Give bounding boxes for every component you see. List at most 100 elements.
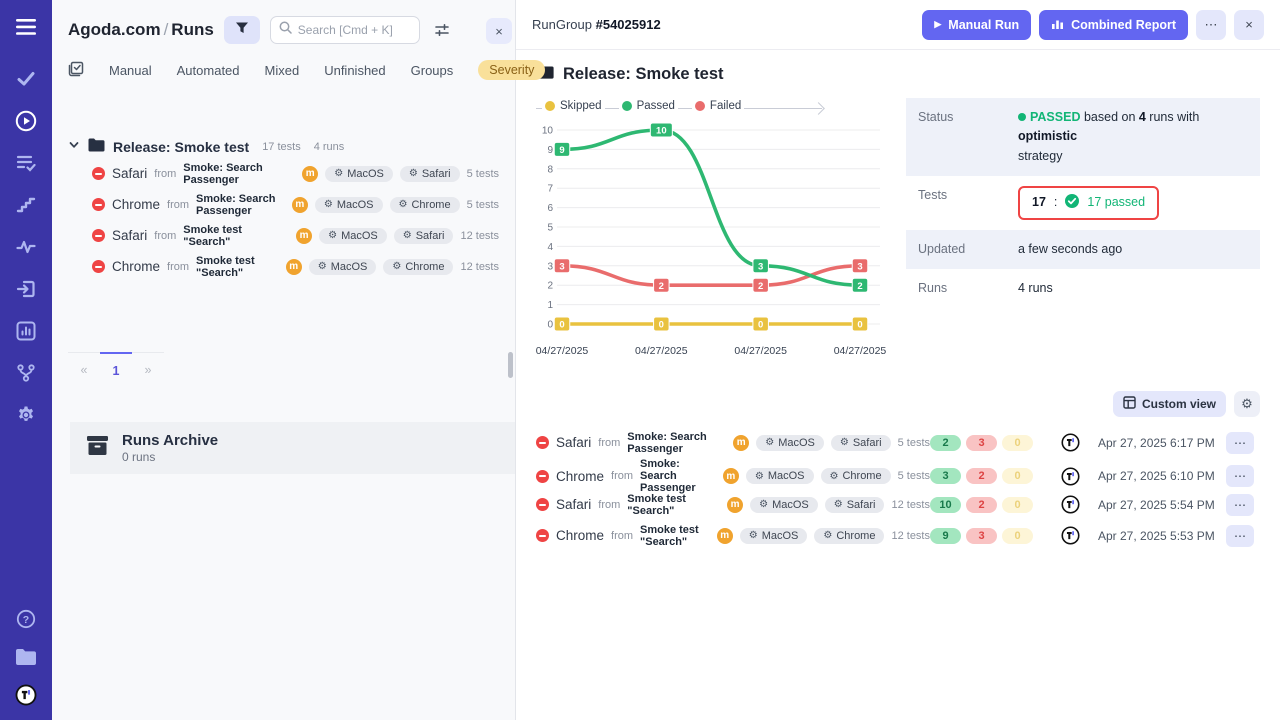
svg-text:2: 2 (547, 281, 553, 292)
pagination-page-1[interactable]: 1 (100, 351, 132, 378)
env-badge-browser: ⚙ Chrome (814, 527, 885, 544)
pulse-activity-icon[interactable] (15, 236, 37, 258)
run-browser: Safari (112, 228, 148, 243)
help-icon[interactable]: ? (15, 608, 37, 630)
tab-mixed[interactable]: Mixed (264, 62, 300, 78)
run-group-details: Status PASSED based on 4 runs with optim… (906, 98, 1260, 367)
gear-icon: ⚙ (323, 199, 333, 210)
detail-row-updated: Updated a few seconds ago (906, 229, 1260, 269)
row-more-button[interactable]: ⋯ (1226, 431, 1254, 454)
filter-button[interactable] (223, 16, 260, 44)
tab-unfinished[interactable]: Unfinished (324, 62, 386, 78)
runs-play-circle-icon[interactable] (15, 110, 37, 132)
tree-run-row[interactable]: Chrome from Smoke test "Search" m ⚙ MacOS… (92, 251, 499, 282)
select-all-icon[interactable] (68, 61, 84, 80)
run-source: Smoke test "Search" (196, 254, 255, 279)
env-badge-os: ⚙ MacOS (319, 227, 387, 244)
run-browser: Safari (556, 435, 592, 450)
reporter-logo (1042, 526, 1098, 545)
tab-manual[interactable]: Manual (109, 62, 152, 78)
testomat-logo[interactable] (15, 684, 37, 706)
svg-text:4: 4 (547, 242, 553, 253)
result-run-row[interactable]: Safari from Smoke test "Search" m ⚙ MacOS… (536, 489, 1260, 520)
projects-folder-icon[interactable] (15, 646, 37, 668)
main-sidebar: ? (0, 0, 52, 720)
run-group-row[interactable]: Release: Smoke test 17 tests 4 runs (68, 136, 499, 158)
reporter-logo (1042, 433, 1098, 452)
list-settings-button[interactable]: ⚙ (1234, 391, 1260, 417)
custom-view-button[interactable]: Custom view (1112, 391, 1226, 417)
close-panel-button[interactable]: × (486, 18, 512, 44)
run-browser: Safari (556, 497, 592, 512)
legend-item[interactable]: Failed (691, 100, 745, 112)
run-group-number: #54025912 (595, 17, 661, 32)
failed-status-icon (536, 436, 549, 449)
runs-value: 4 runs (1018, 280, 1053, 295)
row-more-button[interactable]: ⋯ (1226, 465, 1254, 487)
row-more-button[interactable]: ⋯ (1226, 493, 1254, 516)
run-tests-count: 12 tests (460, 229, 499, 242)
more-actions-button[interactable]: ⋯ (1196, 9, 1226, 40)
svg-text:3: 3 (758, 261, 763, 272)
close-detail-button[interactable]: × (1234, 9, 1264, 40)
failed-status-icon (92, 229, 105, 242)
skipped-count: 0 (1002, 527, 1033, 544)
legend-item[interactable]: Skipped (542, 100, 605, 112)
svg-text:7: 7 (547, 184, 553, 195)
svg-text:04/27/2025: 04/27/2025 (536, 345, 589, 357)
run-tests-count: 5 tests (466, 198, 499, 211)
run-tests-count: 12 tests (891, 529, 930, 542)
gear-icon: ⚙ (759, 499, 769, 510)
tree-run-row[interactable]: Chrome from Smoke: Search Passenger m ⚙ M… (92, 189, 499, 220)
result-counts: 9 3 0 (930, 527, 1042, 544)
runs-archive[interactable]: Runs Archive 0 runs (70, 421, 515, 474)
tab-automated[interactable]: Automated (176, 62, 240, 78)
combined-report-button[interactable]: Combined Report (1039, 9, 1188, 40)
adjustments-sliders-icon[interactable] (430, 18, 454, 42)
legend-label: Skipped (560, 100, 602, 112)
result-counts: 3 2 0 (930, 468, 1042, 484)
manual-badge: m (285, 258, 302, 275)
tree-run-row[interactable]: Safari from Smoke: Search Passenger m ⚙ M… (92, 158, 499, 189)
test-plans-icon[interactable] (15, 152, 37, 174)
failed-count: 3 (966, 527, 997, 544)
tab-groups[interactable]: Groups (410, 62, 454, 78)
result-run-row[interactable]: Safari from Smoke: Search Passenger m ⚙ M… (536, 427, 1260, 458)
pagination-next[interactable]: » (144, 363, 152, 377)
milestones-steps-icon[interactable] (15, 194, 37, 216)
row-more-button[interactable]: ⋯ (1226, 524, 1254, 547)
menu-icon[interactable] (15, 16, 37, 38)
svg-text:10: 10 (656, 126, 667, 137)
tests-check-icon[interactable] (15, 68, 37, 90)
run-source: Smoke: Search Passenger (183, 161, 263, 186)
svg-text:3: 3 (857, 261, 862, 272)
legend-item[interactable]: Passed (618, 100, 678, 112)
breadcrumb-project[interactable]: Agoda.com (68, 20, 161, 39)
search-input[interactable] (297, 23, 411, 37)
chart-legend: Skipped Passed Failed (536, 96, 888, 116)
tab-severity[interactable]: Severity (478, 60, 546, 80)
gear-icon: ⚙ (408, 168, 418, 179)
svg-text:5: 5 (547, 223, 553, 234)
detail-row-tests: Tests 17: 17 passed (906, 176, 1260, 229)
run-source: Smoke test "Search" (640, 523, 699, 548)
analytics-bar-chart-icon[interactable] (15, 320, 37, 342)
updated-value: a few seconds ago (1018, 241, 1123, 256)
updated-label: Updated (918, 241, 966, 256)
branch-icon[interactable] (15, 362, 37, 384)
svg-text:0: 0 (559, 320, 564, 331)
scrollbar[interactable] (508, 352, 513, 378)
pagination-prev[interactable]: « (80, 363, 88, 377)
manual-run-button[interactable]: ▶ Manual Run (922, 9, 1032, 40)
legend-dot-icon (545, 101, 555, 111)
manual-badge: m (722, 468, 739, 484)
import-icon[interactable] (15, 278, 37, 300)
funnel-icon (235, 21, 249, 40)
chevron-down-icon[interactable] (68, 138, 80, 156)
result-run-row[interactable]: Chrome from Smoke test "Search" m ⚙ MacOS… (536, 520, 1260, 551)
settings-gear-icon[interactable] (15, 404, 37, 426)
result-run-row[interactable]: Chrome from Smoke: Search Passenger m ⚙ M… (536, 458, 1260, 494)
env-badge-os: ⚙ MacOS (308, 258, 377, 275)
tree-run-row[interactable]: Safari from Smoke test "Search" m ⚙ MacOS… (92, 220, 499, 251)
